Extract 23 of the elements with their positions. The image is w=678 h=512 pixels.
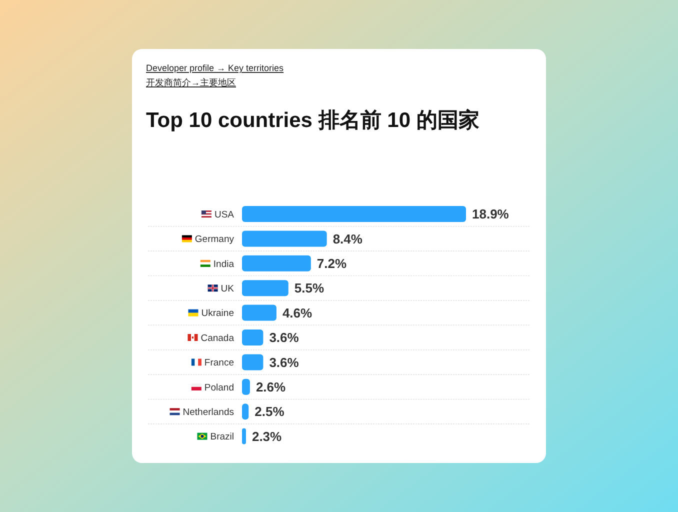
y-tick-label: Canada xyxy=(200,332,235,344)
y-tick-label: France xyxy=(204,358,234,369)
text: Developer profile → Key territories xyxy=(146,63,284,73)
data-label: 18.9% xyxy=(472,206,510,222)
y-tick-label: India xyxy=(213,258,235,270)
y-tick-label: Poland xyxy=(204,382,234,394)
data-label: 5.5% xyxy=(294,280,324,296)
y-tick-label: Brazil xyxy=(210,432,234,443)
y-tick-label: Ukraine xyxy=(201,308,234,320)
data-label: 3.6% xyxy=(269,354,300,370)
y-tick-label: USA xyxy=(214,209,235,220)
data-label: 2.3% xyxy=(252,428,282,444)
data-label: 4.6% xyxy=(282,305,313,320)
y-tick-label: Netherlands xyxy=(182,407,234,418)
y-tick-label: Germany xyxy=(194,234,234,246)
data-label: 2.5% xyxy=(254,404,285,420)
chart-title: Top 10 countries 排名前 10 的国家 xyxy=(146,108,480,132)
text: 开发商简介→主要地区 xyxy=(146,78,236,88)
data-label: 3.6% xyxy=(269,330,300,346)
data-label: 8.4% xyxy=(332,231,363,246)
y-tick-label: UK xyxy=(220,284,235,294)
data-label: 2.6% xyxy=(256,380,286,394)
data-label: 7.2% xyxy=(316,256,347,271)
